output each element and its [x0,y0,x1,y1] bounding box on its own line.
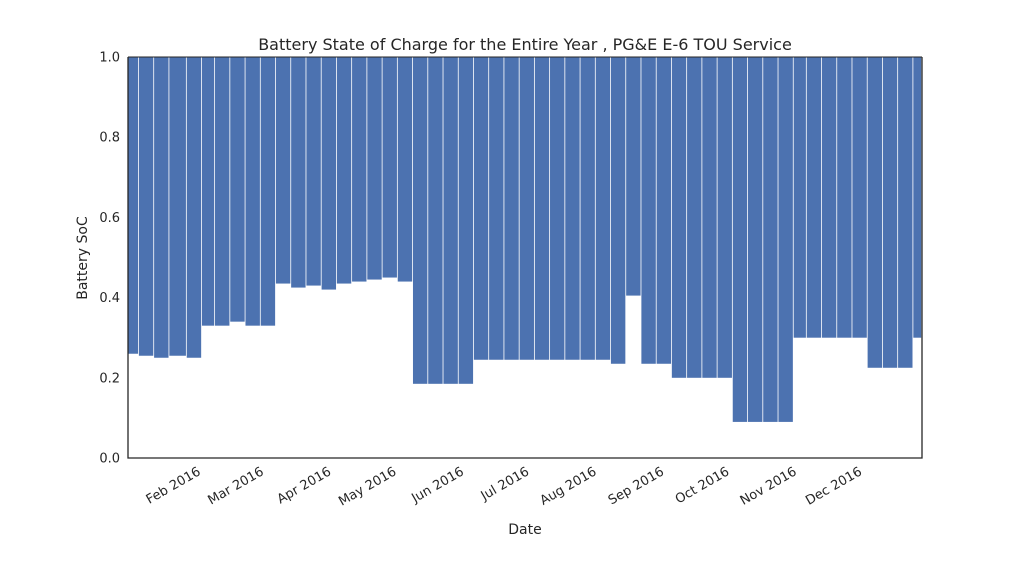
soc-segment-5 [186,57,202,358]
soc-segment-17 [367,57,383,280]
soc-segment-45 [793,57,807,338]
soc-segment-4 [169,57,187,356]
soc-segment-24 [473,57,490,360]
soc-segment-9 [245,57,261,326]
plot-area [127,56,923,459]
soc-segment-37 [671,57,688,378]
soc-segment-53 [913,57,922,338]
soc-segment-34 [626,57,642,296]
soc-segment-18 [382,57,398,278]
soc-segment-12 [291,57,307,288]
soc-segment-52 [898,57,914,368]
x-tick-label: Mar 2016 [206,464,267,508]
soc-segment-51 [882,57,899,368]
soc-segment-49 [852,57,868,338]
soc-segment-28 [534,57,551,360]
soc-segment-25 [489,57,505,360]
soc-segment-41 [732,57,748,422]
soc-segment-27 [519,57,535,360]
soc-segment-21 [428,57,444,384]
x-tick-label: May 2016 [336,464,399,509]
soc-segment-29 [550,57,566,360]
x-tick-label: Nov 2016 [738,464,800,508]
soc-segment-47 [821,57,838,338]
x-tick-label: Aug 2016 [538,464,600,508]
soc-segment-26 [504,57,520,360]
soc-segment-16 [352,57,368,282]
y-tick-label: 0.0 [99,452,120,467]
soc-segment-1 [128,57,139,354]
soc-segment-42 [747,57,764,422]
y-tick-label: 0.4 [99,291,120,306]
y-tick-label: 0.6 [99,211,120,226]
soc-segment-36 [656,57,672,364]
soc-segment-14 [321,57,337,290]
y-axis-label: Battery SoC [75,216,91,300]
soc-segment-31 [580,57,596,360]
x-tick-label: Jul 2016 [478,464,532,504]
soc-segment-35 [641,57,657,364]
soc-segment-19 [397,57,413,282]
soc-segment-15 [336,57,353,284]
y-axis-ticks: 0.0 0.2 0.4 0.6 0.8 1.0 [99,51,120,467]
soc-segment-46 [806,57,822,338]
soc-segment-33 [610,57,627,364]
soc-segment-11 [275,57,292,284]
soc-segment-30 [565,57,581,360]
soc-segment-44 [778,57,794,422]
soc-segment-2 [138,57,155,356]
soc-segment-43 [763,57,779,422]
x-tick-label: Feb 2016 [144,464,204,507]
x-tick-label: Sep 2016 [606,464,667,508]
x-tick-label: Oct 2016 [673,464,732,507]
soc-segment-13 [306,57,322,286]
soc-segment-23 [458,57,474,384]
x-tick-label: Dec 2016 [803,464,865,508]
soc-segment-7 [215,57,231,326]
soc-segment-48 [837,57,853,338]
y-tick-label: 0.8 [99,131,120,146]
chart-title: Battery State of Charge for the Entire Y… [258,35,792,54]
soc-segment-39 [702,57,718,378]
y-tick-label: 0.2 [99,371,120,386]
axes-frame [127,57,923,459]
soc-segment-38 [687,57,703,378]
soc-segment-20 [412,57,429,384]
soc-segment-6 [201,57,216,326]
x-tick-label: Apr 2016 [275,464,334,507]
soc-segment-32 [595,57,611,360]
soc-segment-22 [443,57,459,384]
soc-segment-3 [154,57,170,358]
soc-segment-40 [717,57,733,378]
soc-segment-8 [230,57,246,322]
x-axis-ticks: Feb 2016 Mar 2016 Apr 2016 May 2016 Jun 2016… [144,464,865,509]
y-tick-label: 1.0 [99,51,120,66]
soc-segment-10 [260,57,276,326]
x-axis-label: Date [508,522,541,538]
soc-segment-50 [867,57,883,368]
x-tick-label: Jun 2016 [408,464,466,506]
